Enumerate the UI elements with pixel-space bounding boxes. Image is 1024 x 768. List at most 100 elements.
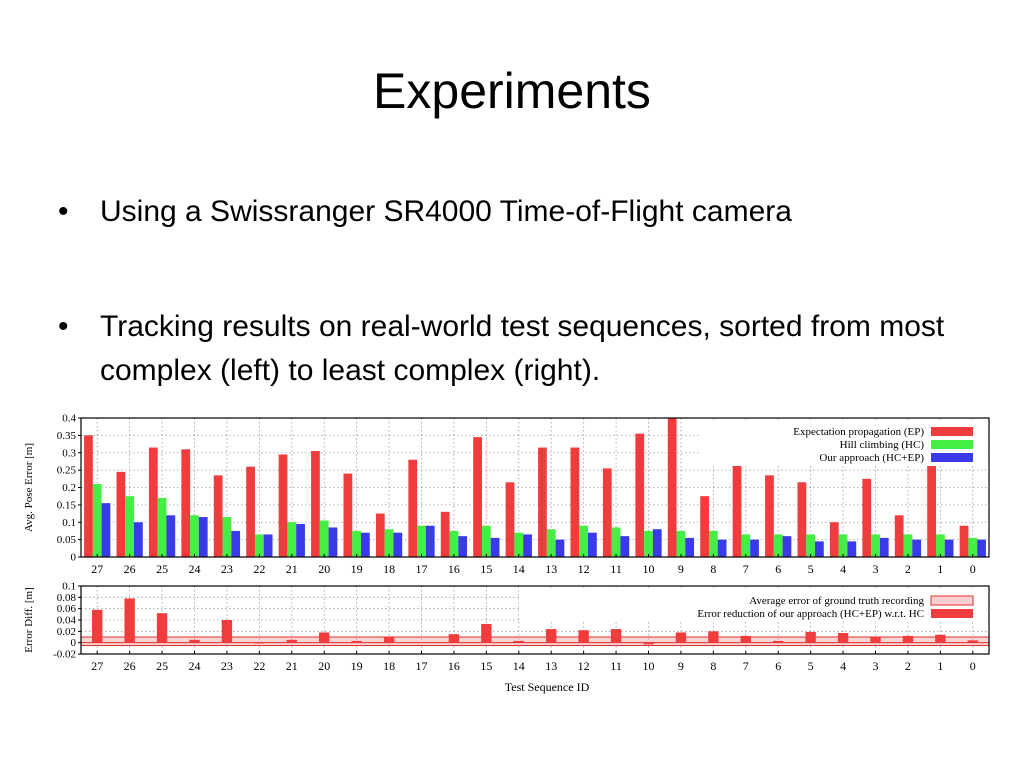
bullet-dot-icon: •: [58, 195, 69, 228]
bar-seq-15-series-2: [490, 537, 500, 557]
bullet-text: Tracking results on real-world test sequ…: [100, 310, 945, 387]
bar-seq-4-series-0: [837, 633, 849, 643]
x-tick-label: 22: [253, 562, 265, 576]
bar-seq-19-series-0: [351, 640, 362, 643]
x-tick-label: 27: [91, 659, 103, 673]
bar-seq-3-series-2: [879, 537, 889, 557]
bar-seq-16-series-0: [440, 511, 450, 557]
bar-seq-24-series-2: [198, 517, 208, 557]
x-tick-label: 4: [840, 659, 846, 673]
bar-seq-7-series-2: [750, 539, 759, 557]
y-tick-label: 0.15: [57, 499, 77, 511]
x-tick-label: 22: [253, 659, 265, 673]
x-tick-label: 5: [808, 659, 814, 673]
bar-seq-21-series-0: [278, 454, 288, 557]
bar-seq-5-series-0: [805, 631, 816, 643]
x-tick-label: 17: [416, 562, 428, 576]
bar-seq-16-series-2: [458, 536, 468, 557]
x-tick-label: 13: [545, 659, 557, 673]
bar-seq-20-series-2: [328, 527, 338, 557]
legend-label: Average error of ground truth recording: [749, 595, 924, 607]
bar-seq-20-series-0: [319, 632, 330, 643]
bullet-item-camera: • Using a Swissranger SR4000 Time-of-Fli…: [58, 190, 958, 234]
y-axis-label: Avg. Pose Error [m]: [23, 443, 35, 532]
x-tick-label: 19: [351, 659, 363, 673]
x-tick-label: 3: [873, 562, 879, 576]
bar-seq-11-series-2: [620, 536, 630, 557]
bar-seq-26-series-0: [124, 598, 135, 643]
bar-seq-11-series-0: [602, 468, 612, 557]
x-tick-label: 0: [970, 659, 976, 673]
bar-seq-7-series-1: [741, 534, 751, 557]
y-tick-label: 0: [71, 552, 77, 564]
bar-seq-23-series-1: [222, 517, 232, 557]
x-tick-label: 2: [905, 562, 911, 576]
bar-seq-26-series-0: [116, 471, 126, 557]
x-tick-label: 8: [710, 659, 716, 673]
y-tick-label: 0.25: [57, 465, 77, 477]
x-tick-label: 10: [643, 562, 655, 576]
y-tick-label: -0.02: [53, 649, 76, 661]
bar-seq-20-series-1: [319, 520, 329, 557]
bar-seq-8-series-2: [717, 539, 727, 557]
bar-seq-1-series-0: [927, 456, 936, 557]
x-tick-label: 17: [416, 659, 428, 673]
bar-seq-16-series-0: [448, 634, 460, 643]
bar-seq-3-series-0: [870, 637, 881, 643]
bar-seq-2-series-1: [903, 534, 913, 557]
x-tick-label: 25: [156, 562, 168, 576]
bar-seq-17-series-0: [408, 459, 418, 557]
bar-seq-10-series-1: [644, 530, 653, 557]
bar-seq-11-series-0: [610, 629, 622, 643]
bar-seq-19-series-1: [352, 530, 362, 557]
bar-seq-4-series-2: [847, 541, 857, 557]
bar-seq-1-series-1: [935, 534, 945, 557]
bar-seq-2-series-0: [894, 515, 904, 557]
y-tick-label: 0.1: [62, 581, 76, 593]
legend-label: Hill climbing (HC): [840, 439, 925, 451]
legend-swatch: [931, 609, 973, 618]
x-tick-label: 16: [448, 562, 460, 576]
y-tick-label: 0.3: [62, 447, 76, 459]
bar-seq-25-series-1: [157, 497, 167, 557]
x-tick-label: 9: [678, 659, 684, 673]
x-tick-label: 6: [775, 659, 781, 673]
bar-seq-0-series-1: [968, 537, 978, 557]
bar-seq-4-series-0: [829, 522, 839, 557]
plot-frame: [80, 417, 990, 558]
x-tick-label: 18: [383, 659, 395, 673]
y-tick-label: 0.05: [57, 534, 77, 546]
bar-seq-8-series-0: [708, 631, 719, 643]
x-tick-label: 7: [743, 659, 749, 673]
x-tick-label: 21: [286, 562, 298, 576]
slide-title: Experiments: [373, 63, 651, 119]
x-axis-label: Test Sequence ID: [505, 680, 590, 694]
legend-box: [519, 590, 986, 622]
x-tick-label: 2: [905, 659, 911, 673]
bar-seq-24-series-0: [189, 639, 200, 643]
bar-seq-22-series-0: [254, 642, 265, 644]
y-tick-label: 0.1: [62, 517, 76, 529]
x-tick-label: 14: [513, 659, 525, 673]
results-figure: 00.050.10.150.20.250.30.350.427 26 25 24 23 2…: [23, 413, 990, 694]
bar-seq-25-series-0: [156, 613, 168, 643]
plot-frame: [80, 585, 990, 655]
bar-seq-2-series-2: [912, 539, 922, 557]
bar-seq-24-series-1: [190, 515, 199, 557]
x-tick-label: 24: [189, 562, 201, 576]
bar-seq-23-series-0: [221, 620, 233, 643]
bar-seq-6-series-0: [773, 640, 784, 643]
y-tick-label: 0.02: [57, 626, 76, 638]
bar-seq-9-series-2: [685, 537, 695, 557]
x-tick-label: 23: [221, 562, 233, 576]
bar-seq-10-series-2: [652, 529, 662, 557]
bar-seq-22-series-1: [254, 534, 264, 557]
bar-seq-21-series-1: [287, 522, 297, 557]
bullet-item-tracking: • Tracking results on real-world test se…: [58, 305, 978, 395]
y-axis-label: Error Diff. [m]: [23, 587, 35, 652]
bar-seq-23-series-2: [231, 530, 241, 557]
bar-seq-26-series-2: [134, 522, 143, 557]
x-tick-label: 23: [221, 659, 233, 673]
x-tick-label: 20: [318, 659, 330, 673]
bar-seq-26-series-1: [125, 496, 135, 557]
